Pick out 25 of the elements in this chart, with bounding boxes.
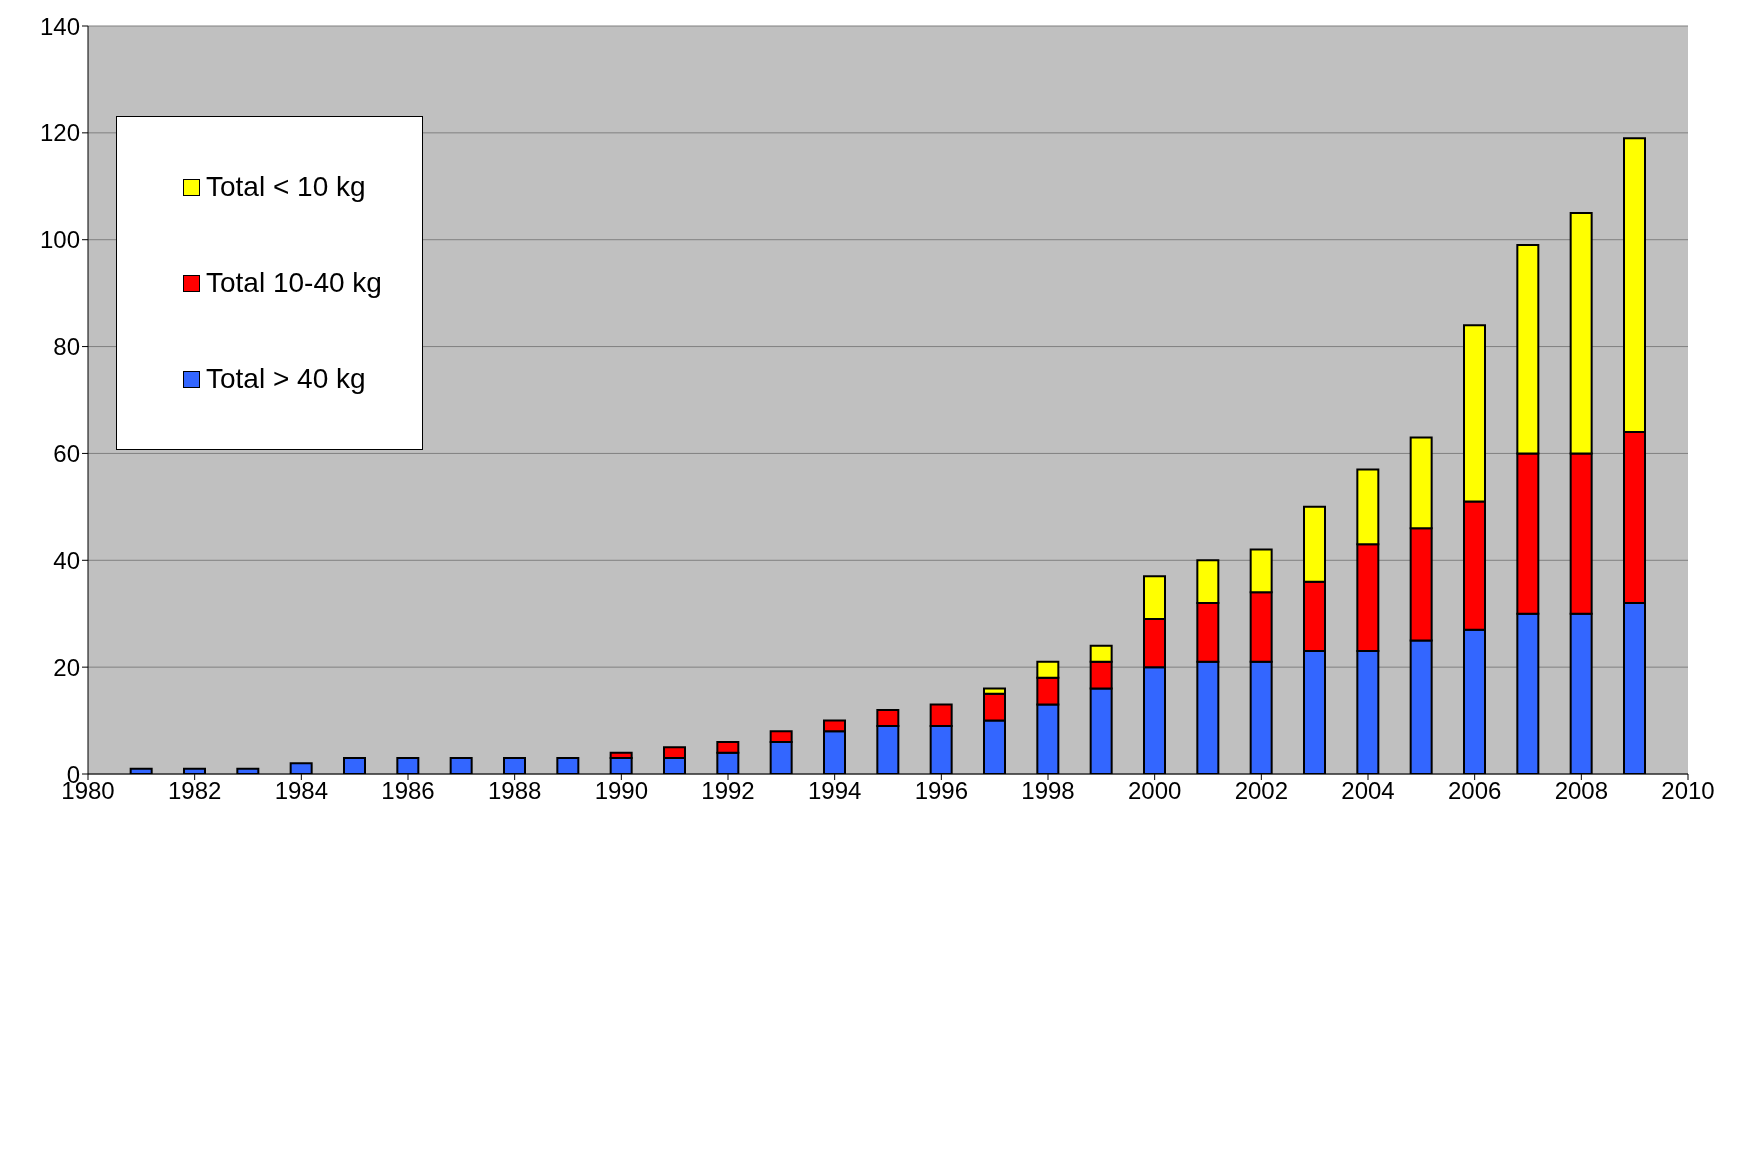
y-tick-label: 80: [53, 333, 80, 361]
y-tick-label: 140: [39, 12, 80, 40]
y-tick-label: 40: [53, 546, 80, 574]
y-tick-label: 60: [53, 439, 80, 467]
x-tick-label: 1986: [381, 777, 435, 805]
x-tick-label: 1992: [701, 777, 755, 805]
x-tick-label: 2000: [1127, 777, 1182, 805]
x-tick-label: 1982: [167, 777, 222, 805]
x-tick-label: 2008: [1554, 777, 1609, 805]
x-tick-label: 1996: [914, 777, 969, 805]
x-tick-label: 2004: [1341, 777, 1395, 805]
x-tick-label: 1990: [594, 777, 649, 805]
y-tick-label: 120: [39, 119, 80, 147]
x-tick-label: 1984: [274, 777, 329, 805]
x-tick-label: 2002: [1234, 777, 1289, 805]
y-tick-label: 100: [39, 226, 80, 254]
x-tick-label: 1994: [807, 777, 862, 805]
x-tick-label: 2010: [1661, 777, 1715, 805]
y-tick-label: 20: [53, 653, 80, 681]
x-tick-label: 1998: [1021, 777, 1075, 805]
legend-label: Total < 10 kg: [206, 171, 366, 203]
legend-label: Total > 40 kg: [206, 363, 366, 395]
x-tick-label: 1988: [487, 777, 542, 805]
x-tick-label: 2006: [1447, 777, 1502, 805]
legend-label: Total 10-40 kg: [206, 267, 382, 299]
